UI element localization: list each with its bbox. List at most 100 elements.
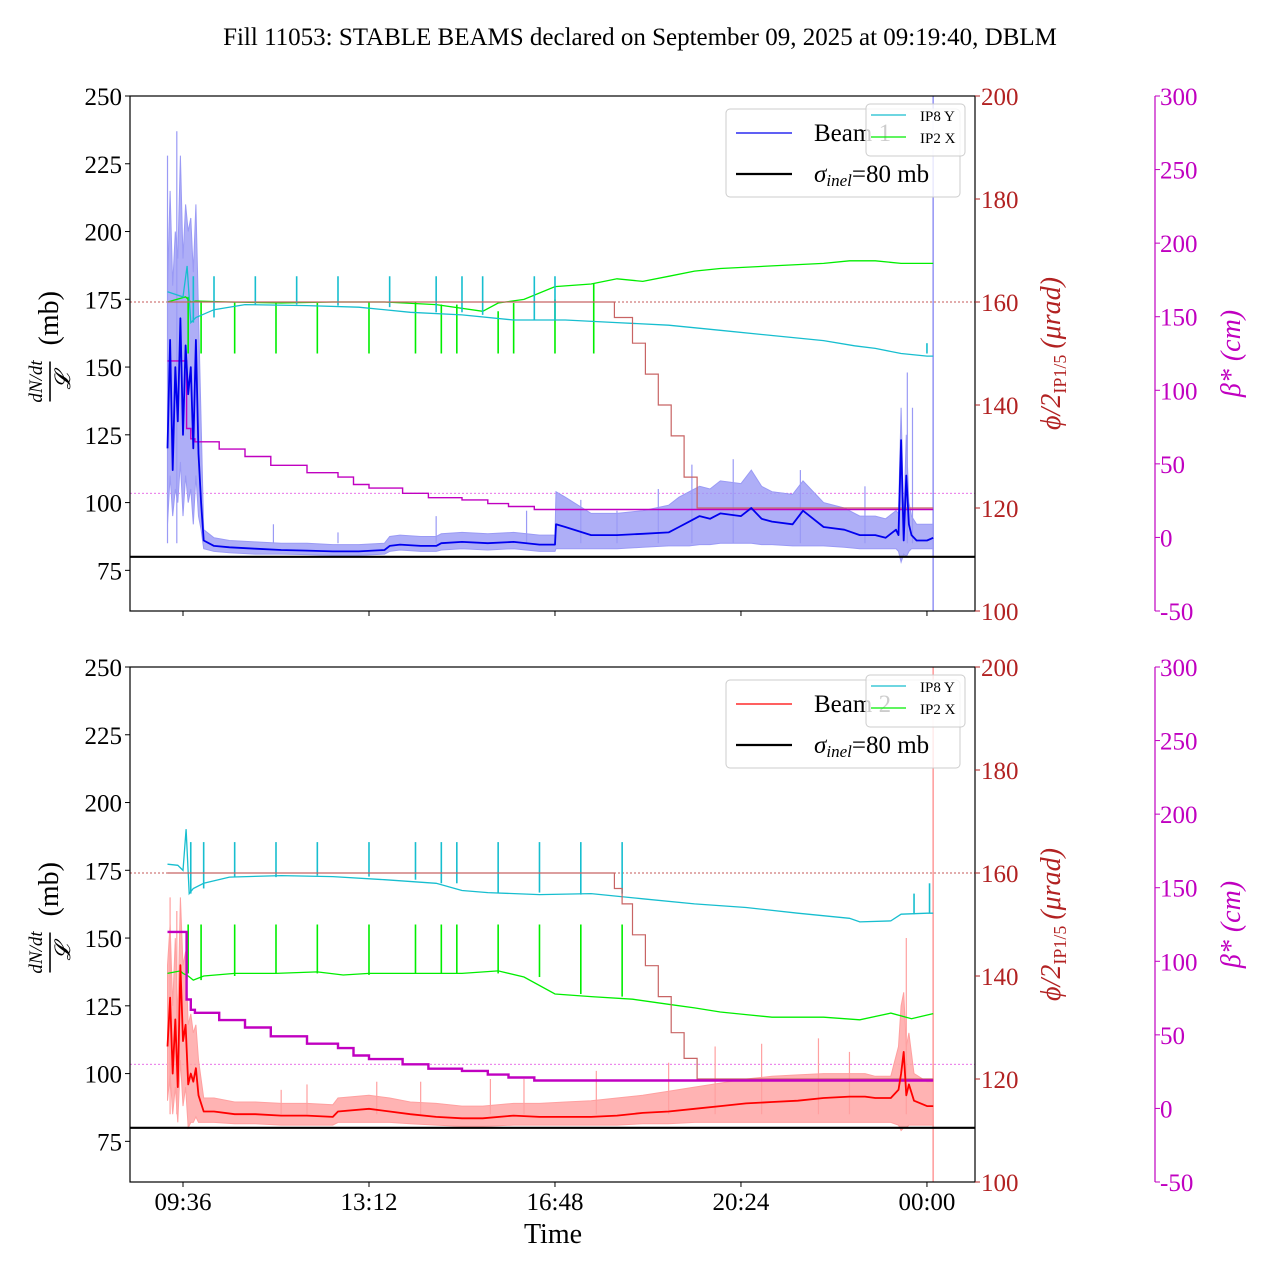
beta-axis-label-unit: (cm) (1216, 881, 1247, 932)
y-label-unit: (mb) (34, 291, 65, 345)
ip8y-line (167, 829, 934, 923)
y-label-numerator: dN/dt (26, 360, 47, 403)
beta-axis-label-unit: (cm) (1216, 310, 1247, 361)
beta-star-line (167, 930, 934, 1082)
y-tick-label: 125 (85, 994, 123, 1021)
crossing-axis-label-sub: IP1/5 (1050, 926, 1070, 965)
y-tick-label: 225 (85, 152, 123, 179)
legend-ip: IP8 Y IP2 X (865, 103, 966, 157)
axes-frame (129, 95, 976, 612)
crossing-axis-tick-label: 140 (981, 964, 1019, 991)
legend-ip-box (865, 103, 966, 157)
y-label-unit: (mb) (34, 862, 65, 916)
y-tick-label: 125 (85, 423, 123, 450)
crossing-axis-label-main: ϕ/2 (1036, 965, 1067, 1001)
y-label-denominator: 𝓛 (50, 939, 75, 961)
beta-axis-tick-label: 250 (1160, 729, 1198, 756)
y-tick-label: 175 (85, 858, 123, 885)
beta-axis-tick-label: 200 (1160, 231, 1198, 258)
beta-axis-tick-label: 300 (1160, 655, 1198, 682)
y-tick-label: 100 (85, 491, 123, 518)
beta-axis-tick-label: 50 (1160, 452, 1185, 479)
ip2x-line (167, 970, 934, 1021)
beta-axis-tick-label: 0 (1160, 525, 1173, 552)
x-tick-label: 13:12 (341, 1189, 398, 1216)
beta-axis-label: β* (cm) (1216, 310, 1247, 398)
axes-frame (129, 666, 976, 1183)
crossing-axis-label-sub: IP1/5 (1050, 355, 1070, 394)
crossing-angle-line (167, 301, 934, 509)
beam-line (166, 964, 934, 1120)
legend-label-sym: σ (814, 732, 828, 759)
beta-axis-tick-label: 100 (1160, 378, 1198, 405)
x-tick-label: 00:00 (898, 1189, 955, 1216)
legend-label-rest: =80 mb (852, 732, 929, 759)
y-tick-label: 250 (85, 655, 123, 682)
y-label-denominator: 𝓛 (50, 368, 75, 390)
crossing-axis-label-unit: (μrad) (1036, 277, 1067, 349)
legend-label-rest: =80 mb (852, 161, 929, 188)
crossing-axis-label-main: ϕ/2 (1036, 394, 1067, 430)
beta-axis-tick-label: 0 (1160, 1096, 1173, 1123)
legend-label: σinel=80 mb (814, 161, 929, 190)
plot-area (130, 667, 975, 1182)
crossing-axis-tick-label: 100 (981, 1170, 1019, 1197)
crossing-axis-tick-label: 200 (981, 655, 1019, 682)
y-axis-label: dN/dt 𝓛 (mb) (26, 862, 75, 974)
beta-axis-tick-label: 100 (1160, 949, 1198, 976)
legend-ip-label: IP8 Y (920, 680, 955, 696)
ip2x-line (167, 260, 934, 312)
y-tick-label: 150 (85, 926, 123, 953)
crossing-axis-label: ϕ/2IP1/5 (μrad) (1036, 848, 1070, 1001)
crossing-angle-line (167, 872, 934, 1080)
ip8y-line (167, 265, 934, 357)
legend-ip-label: IP8 Y (920, 109, 955, 125)
x-axis-label: Time (524, 1219, 582, 1250)
beta-axis-tick-label: 150 (1160, 305, 1198, 332)
y-label-numerator: dN/dt (26, 931, 47, 974)
beta-axis-label: β* (cm) (1216, 881, 1247, 969)
crossing-axis-tick-label: 160 (981, 290, 1019, 317)
beta-axis-label-main: β* (1216, 940, 1247, 969)
legend-ip-label: IP2 X (920, 702, 956, 718)
y-tick-label: 200 (85, 220, 123, 247)
legend-label: σinel=80 mb (814, 732, 929, 761)
beam-line (166, 317, 934, 553)
crossing-axis-tick-label: 180 (981, 758, 1019, 785)
crossing-axis-label: ϕ/2IP1/5 (μrad) (1036, 277, 1070, 430)
beta-star-line (167, 360, 934, 511)
y-tick-label: 75 (97, 558, 122, 585)
crossing-axis-label-unit: (μrad) (1036, 848, 1067, 920)
legend-ip-box (865, 674, 966, 728)
legend-label-sym: σ (814, 161, 828, 188)
y-tick-label: 225 (85, 723, 123, 750)
y-tick-label: 175 (85, 287, 123, 314)
beta-axis-tick-label: 300 (1160, 84, 1198, 111)
panel-top: 75 100 125 150 175 200 225 250 100 120 140 160 180 20… (26, 84, 1247, 626)
beta-axis-tick-label: -50 (1160, 1170, 1193, 1197)
beta-axis-tick-label: 250 (1160, 158, 1198, 185)
beta-axis-label-main: β* (1216, 369, 1247, 398)
y-tick-label: 200 (85, 791, 123, 818)
x-tick-label: 20:24 (712, 1189, 769, 1216)
legend-label-sub: inel (826, 171, 852, 190)
crossing-axis-tick-label: 120 (981, 1067, 1019, 1094)
crossing-axis-tick-label: 200 (981, 84, 1019, 111)
beta-axis-tick-label: 200 (1160, 802, 1198, 829)
y-tick-label: 150 (85, 355, 123, 382)
beta-axis-tick-label: 150 (1160, 876, 1198, 903)
legend-ip: IP8 Y IP2 X (865, 674, 966, 728)
legend-ip-label: IP2 X (920, 131, 956, 147)
legend-label-sub: inel (826, 742, 852, 761)
y-tick-label: 75 (97, 1129, 122, 1156)
crossing-axis-tick-label: 100 (981, 599, 1019, 626)
crossing-axis-tick-label: 160 (981, 861, 1019, 888)
beta-axis-tick-label: -50 (1160, 599, 1193, 626)
x-tick-label: 16:48 (527, 1189, 584, 1216)
beam-band (167, 155, 934, 565)
figure-title: Fill 11053: STABLE BEAMS declared on Sep… (223, 24, 1057, 51)
crossing-axis-tick-label: 180 (981, 187, 1019, 214)
plot-area (130, 96, 975, 611)
y-tick-label: 100 (85, 1062, 123, 1089)
